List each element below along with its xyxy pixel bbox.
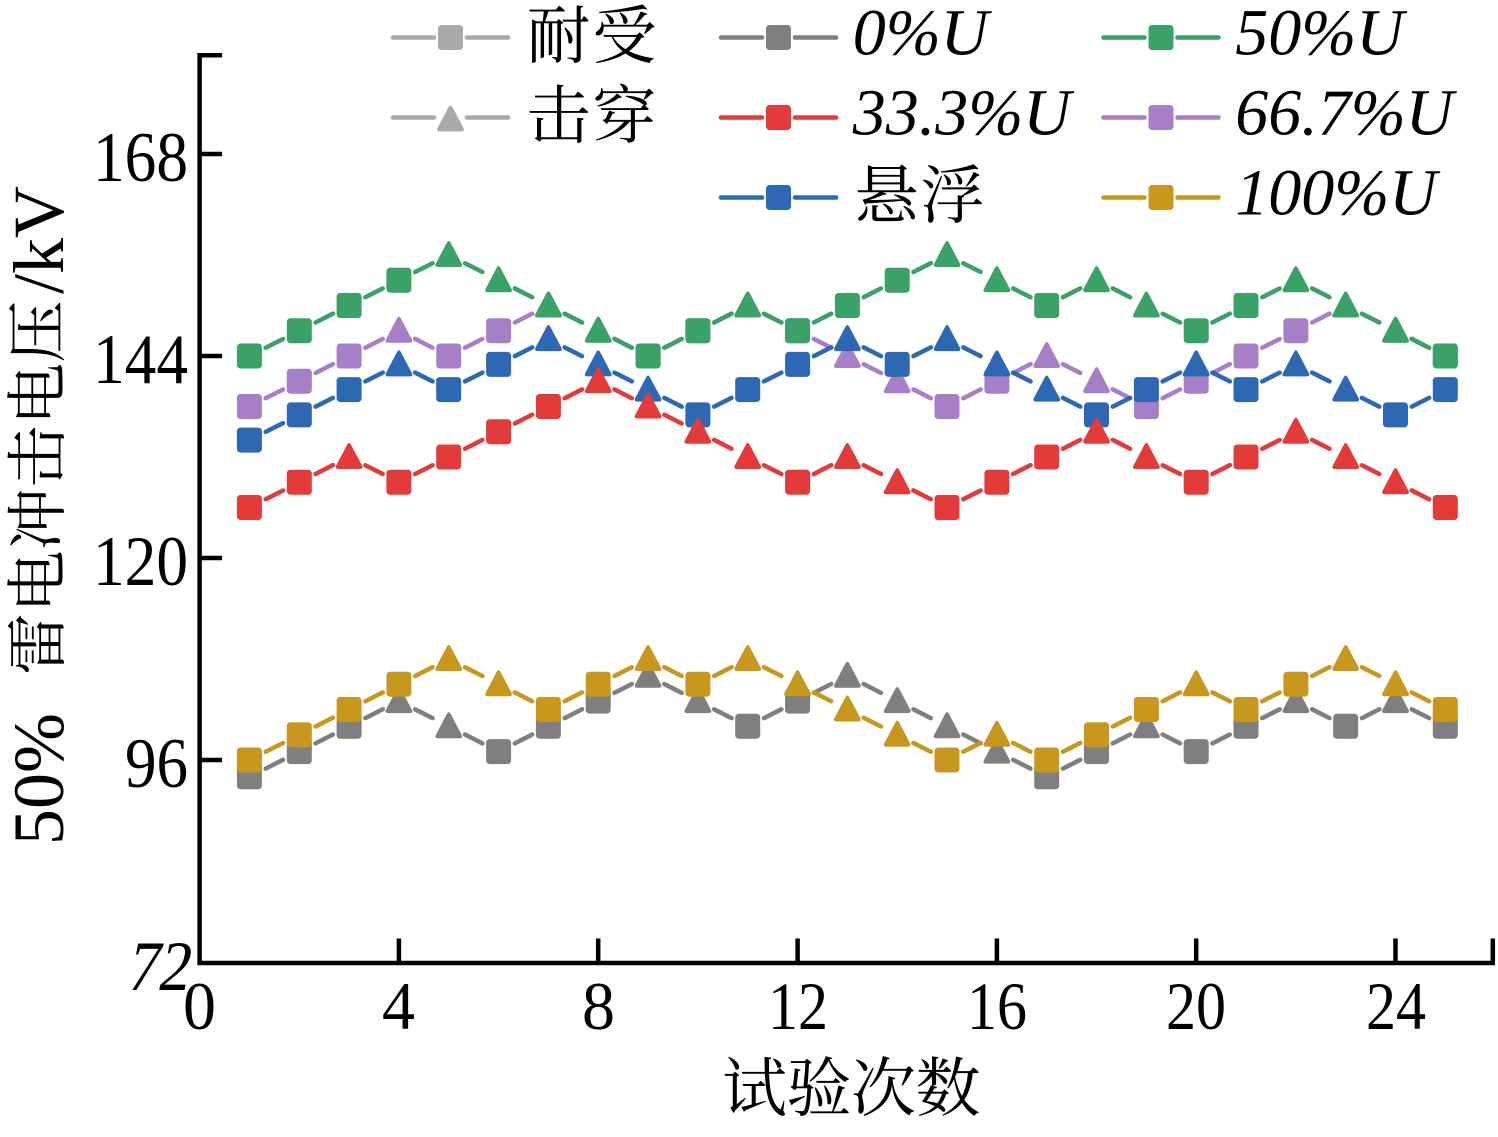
- svg-text:100%U: 100%U: [1235, 157, 1441, 230]
- svg-text:0: 0: [183, 969, 216, 1044]
- svg-text:/kV: /kV: [0, 186, 79, 294]
- svg-text:168: 168: [93, 119, 188, 197]
- svg-text:8: 8: [582, 969, 615, 1044]
- svg-text:50%U: 50%U: [1235, 0, 1408, 70]
- svg-text:20: 20: [1166, 969, 1226, 1044]
- svg-text:4: 4: [382, 969, 415, 1044]
- svg-text:66.7%U: 66.7%U: [1235, 77, 1457, 150]
- svg-text:0%U: 0%U: [853, 0, 993, 70]
- svg-text:16: 16: [967, 969, 1027, 1044]
- svg-text:96: 96: [125, 725, 188, 803]
- svg-text:50%: 50%: [0, 713, 79, 845]
- svg-text:72: 72: [122, 927, 200, 1006]
- svg-text:33.3%U: 33.3%U: [852, 77, 1075, 150]
- svg-text:144: 144: [93, 321, 188, 399]
- svg-text:120: 120: [93, 523, 188, 601]
- svg-text:24: 24: [1366, 969, 1426, 1044]
- svg-text:12: 12: [768, 969, 828, 1044]
